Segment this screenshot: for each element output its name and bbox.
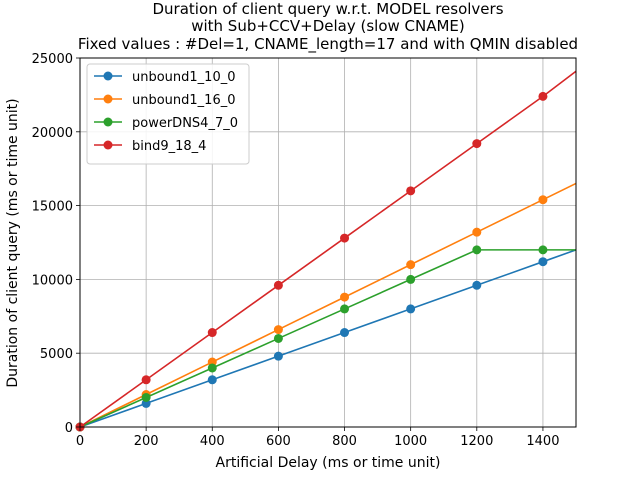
data-point [472,227,482,237]
x-tick-label: 400 [200,434,225,449]
data-point [406,304,416,314]
data-point [340,233,350,243]
legend-label: unbound1_16_0 [132,93,236,108]
data-point [538,195,548,205]
y-tick-label: 15000 [32,200,73,215]
legend-marker [103,71,113,81]
data-point [340,304,350,314]
legend-entry: powerDNS4_7_0 [94,116,238,131]
chart-title-line-1: Duration of client query w.r.t. MODEL re… [152,0,503,18]
x-tick-label: 1400 [526,434,559,449]
legend-marker [103,94,113,104]
data-point [538,245,548,255]
y-tick-label: 20000 [32,126,73,141]
data-point [207,375,217,385]
legend-entry: bind9_18_4 [94,139,206,154]
data-point [273,333,283,343]
data-point [141,375,151,385]
x-tick-label: 800 [332,434,357,449]
data-point [538,257,548,267]
series-unbound1_10_0 [75,249,577,432]
legend-entry: unbound1_10_0 [94,70,236,85]
x-tick-label: 600 [266,434,291,449]
chart-title-line-3: Fixed values : #Del=1, CNAME_length=17 a… [78,35,578,54]
data-point [207,328,217,338]
legend-label: powerDNS4_7_0 [132,116,238,131]
data-point [472,245,482,255]
data-point [273,280,283,290]
chart-title-line-2: with Sub+CCV+Delay (slow CNAME) [191,17,465,35]
data-point [406,260,416,270]
series-layer [75,70,577,432]
data-point [472,280,482,290]
plot-frame [79,57,577,428]
data-point [406,274,416,284]
data-point [538,91,548,101]
y-axis-label: Duration of client query (ms or time uni… [5,98,21,387]
x-tick-label: 0 [76,434,84,449]
x-tick-label: 1000 [394,434,427,449]
legend-label: unbound1_10_0 [132,70,236,85]
y-tick-label: 0 [65,421,73,436]
data-point [340,328,350,338]
data-point [340,292,350,302]
data-point [406,186,416,196]
legend-label: bind9_18_4 [132,139,206,154]
data-point [472,139,482,149]
legend-entry: unbound1_16_0 [94,93,236,108]
x-tick-label: 200 [134,434,159,449]
x-tick-label: 1200 [460,434,493,449]
data-point [207,363,217,373]
legend: unbound1_10_0 unbound1_16_0 powerDNS4_7_0b… [86,63,250,165]
legend-marker [103,140,113,150]
data-point [273,325,283,335]
y-tick-label: 5000 [40,347,73,362]
y-tick-label: 25000 [32,52,73,67]
data-point [273,351,283,361]
ticks: 0 200 400 600 800 1000 1200 1400 0 5000 10000 15000… [32,52,560,449]
x-axis-label: Artificial Delay (ms or time unit) [216,455,441,471]
legend-box [86,63,250,165]
data-point [141,392,151,402]
legend-marker [103,117,113,127]
y-tick-label: 10000 [32,273,73,288]
